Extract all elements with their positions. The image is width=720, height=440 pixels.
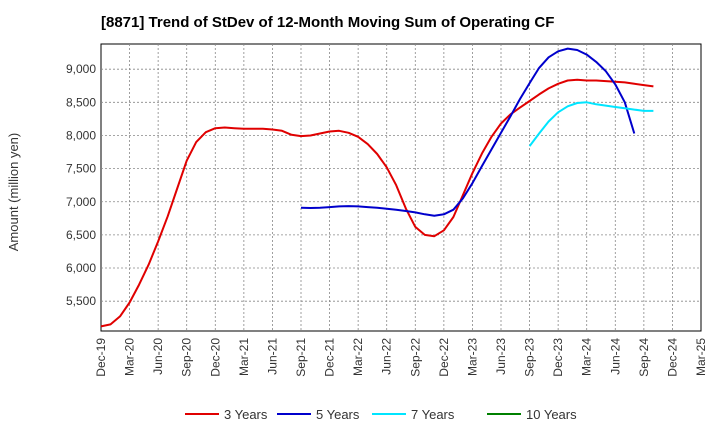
x-tick-label: Sep-23 (523, 338, 537, 377)
x-tick-label: Sep-20 (180, 338, 194, 377)
series-line-3 (528, 101, 654, 147)
x-tick-label: Jun-23 (494, 338, 508, 375)
series-line-1 (100, 78, 654, 328)
y-tick-label: 7,000 (66, 195, 96, 209)
plot-frame (100, 43, 702, 332)
x-tick-label: Dec-21 (323, 338, 337, 377)
x-tick-label: Sep-24 (637, 338, 651, 377)
x-tick-label: Jun-22 (380, 338, 394, 375)
legend-label-4: 10 Years (526, 407, 577, 422)
x-tick-label: Dec-20 (208, 338, 222, 377)
x-tick-label: Mar-23 (465, 338, 479, 376)
x-tick-label: Mar-20 (123, 338, 137, 376)
x-tick-label: Mar-24 (580, 338, 594, 376)
x-tick-label: Dec-19 (94, 338, 108, 377)
x-tick-label: Sep-21 (294, 338, 308, 377)
x-tick-label: Jun-21 (265, 338, 279, 375)
y-tick-label: 6,500 (66, 228, 96, 242)
y-tick-label: 7,500 (66, 162, 96, 176)
legend-label-1: 3 Years (224, 407, 268, 422)
x-tick-label: Mar-21 (237, 338, 251, 376)
x-tick-label: Dec-24 (665, 338, 679, 377)
legend-label-2: 5 Years (316, 407, 360, 422)
x-tick-label: Dec-22 (437, 338, 451, 377)
y-tick-label: 5,500 (66, 294, 96, 308)
y-tick-label: 8,000 (66, 128, 96, 142)
x-tick-label: Dec-23 (551, 338, 565, 377)
legend: 3 Years 5 Years 7 Years 10 Years (185, 407, 577, 422)
series-line-2 (300, 47, 636, 217)
y-tick-label: 9,000 (66, 62, 96, 76)
y-tick-label: 8,500 (66, 95, 96, 109)
x-tick-label: Mar-25 (694, 338, 708, 376)
plot-area: Dec-19 Mar-20 Jun-20 Sep-20 Dec-20 Mar-21 Jun-… (66, 43, 708, 377)
x-tick-label: Mar-22 (351, 338, 365, 376)
y-tick-label: 6,000 (66, 261, 96, 275)
chart-title: [8871] Trend of StDev of 12-Month Moving… (101, 14, 554, 31)
x-tick-label: Sep-22 (408, 338, 422, 377)
y-axis-label: Amount (million yen) (6, 133, 21, 252)
x-tick-label: Jun-20 (151, 338, 165, 375)
legend-label-3: 7 Years (411, 407, 455, 422)
x-tick-label: Jun-24 (608, 338, 622, 375)
